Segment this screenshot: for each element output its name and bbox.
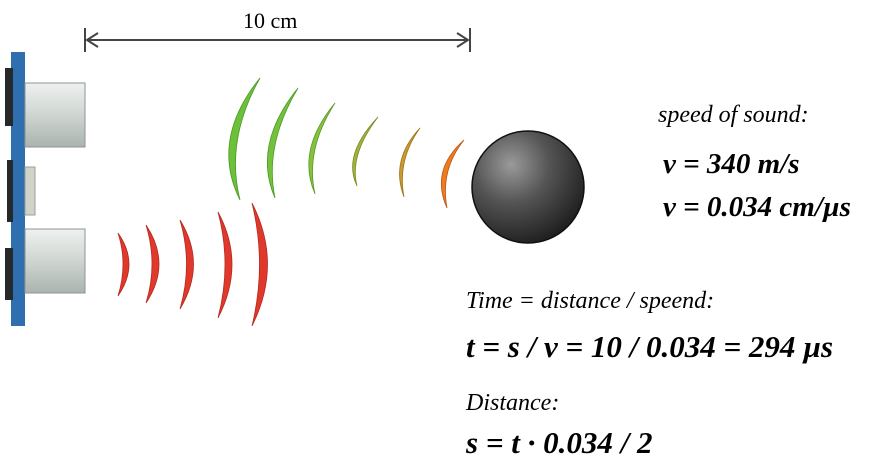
dimension-arrow-right	[456, 32, 470, 48]
dimension-label: 10 cm	[243, 8, 298, 33]
time-formula: t = s / v = 10 / 0.034 = 294 µs	[466, 329, 834, 364]
echo-waves	[228, 77, 465, 209]
target-object	[471, 130, 585, 244]
distance-dimension	[84, 28, 471, 52]
echo-wave-arc	[399, 127, 421, 198]
outgoing-wave-arc	[179, 219, 194, 310]
echo-wave-arc	[308, 102, 336, 195]
transmitter-transducer	[24, 82, 86, 148]
distance-heading: Distance:	[466, 390, 560, 416]
echo-wave-arc	[266, 87, 299, 199]
speed-heading: speed of sound:	[658, 102, 809, 128]
sensor-board	[11, 52, 25, 326]
ultrasonic-sensor	[5, 52, 86, 326]
speed-formula-cmus: v = 0.034 cm/µs	[663, 191, 851, 223]
echo-wave-arc	[228, 77, 261, 201]
echo-wave-arc	[352, 116, 379, 187]
time-heading: Time = distance / speend:	[466, 288, 715, 314]
outgoing-waves	[117, 202, 268, 327]
outgoing-wave-arc	[117, 232, 130, 297]
outgoing-wave-arc	[217, 211, 233, 319]
outgoing-wave-arc	[251, 202, 268, 327]
outgoing-wave-arc	[145, 224, 160, 304]
dimension-arrow-left	[85, 32, 99, 48]
echo-wave-arc	[440, 139, 465, 209]
sensor-pin-top	[5, 68, 13, 126]
sensor-crystal	[24, 166, 36, 216]
receiver-transducer	[24, 228, 86, 294]
distance-formula: s = t · 0.034 / 2	[466, 425, 653, 460]
sensor-pin-middle	[7, 160, 13, 222]
speed-formula-ms: v = 340 m/s	[663, 148, 800, 180]
sensor-pin-bottom	[5, 248, 13, 300]
